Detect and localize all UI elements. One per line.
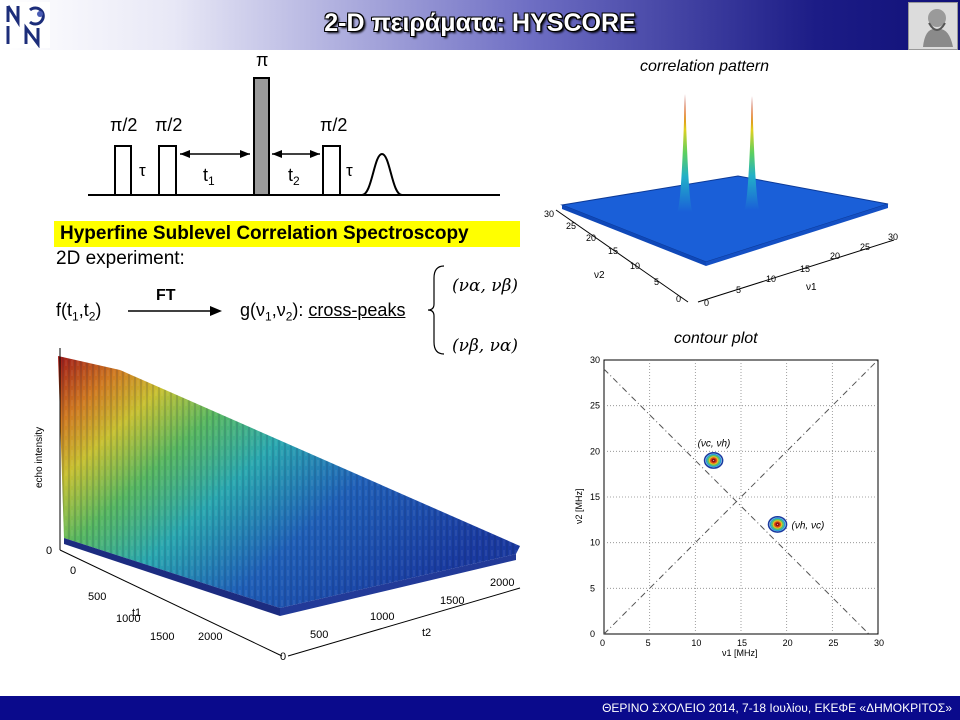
- v2-axis-label: ν2: [594, 270, 605, 281]
- peak2-label: (νh, νc): [792, 520, 825, 531]
- spike-2: [744, 96, 760, 210]
- v1-tick-30: 30: [888, 232, 898, 242]
- v1-tick-20: 20: [830, 251, 840, 261]
- institute-logo: [4, 2, 50, 48]
- v1-tick-25: 25: [860, 242, 870, 252]
- contour-xlabel: ν1 [MHz]: [722, 648, 758, 658]
- t1-tick-1500: 1500: [150, 631, 174, 643]
- title-bar: 2-D πειράματα: HYSCORE: [0, 0, 960, 50]
- pulse-1: [114, 145, 132, 196]
- contour-xtick-5: 5: [646, 638, 651, 648]
- contour-xtick-20: 20: [783, 638, 793, 648]
- echo-signal: [361, 152, 403, 196]
- t2-tick-2000: 2000: [490, 577, 514, 589]
- v1-tick-15: 15: [800, 264, 810, 274]
- v2-tick-0: 0: [676, 294, 681, 304]
- v1-tick-5: 5: [736, 285, 741, 295]
- contour-ytick-10: 10: [590, 538, 600, 548]
- contour-ytick-20: 20: [590, 446, 600, 456]
- t2-tick-1500: 1500: [440, 595, 464, 607]
- contour-plot: 00 5 5 10 10 15 15 20 20 25 25 30 30 ν1 [MHz] ν2 [MH…: [574, 355, 884, 658]
- heading-highlight: [54, 221, 520, 247]
- pulse-4: [322, 145, 341, 196]
- contour-title: contour plot: [674, 330, 758, 347]
- t2-tick-500: 500: [310, 629, 328, 641]
- spike-1: [677, 94, 693, 212]
- contour-ylabel: ν2 [MHz]: [574, 488, 584, 524]
- pulse-label-2: π/2: [155, 115, 182, 135]
- slide-title: 2-D πειράματα: HYSCORE: [324, 9, 636, 37]
- t2-tick-0: 0: [280, 651, 286, 663]
- experiment-label: 2D experiment:: [56, 248, 185, 269]
- t1-tick-1000: 1000: [116, 613, 140, 625]
- pi-pulse: [253, 77, 270, 196]
- t1-tick-0: 0: [70, 565, 76, 577]
- contour-ytick-15: 15: [590, 492, 600, 502]
- pulse-label-3: π: [256, 50, 268, 70]
- f-expression: f(t1,t2): [56, 300, 102, 324]
- v2-tick-10: 10: [630, 261, 640, 271]
- contour-diagonal-2: [603, 368, 870, 635]
- pulse-label-1: π/2: [110, 115, 137, 135]
- v2-tick-25: 25: [566, 221, 576, 231]
- cross-peaks-label: cross-peaks: [308, 300, 406, 320]
- contour-xtick-0: 0: [600, 638, 605, 648]
- peaks-brace: [427, 265, 445, 355]
- t1-tick-2000: 2000: [198, 631, 222, 643]
- footer-bar: ΘΕΡΙΝΟ ΣΧΟΛΕΙΟ 2014, 7-18 Ιουλίου, ΕΚΕΦΕ…: [0, 696, 960, 720]
- contour-xtick-10: 10: [691, 638, 701, 648]
- v1-tick-0: 0: [704, 298, 709, 308]
- contour-ytick-25: 25: [590, 401, 600, 411]
- peak-top-label: (να, νβ): [452, 276, 519, 296]
- v2-tick-5: 5: [654, 277, 659, 287]
- contour-ytick-5: 5: [590, 583, 595, 593]
- g-expression: g(ν1,ν2): cross-peaks: [240, 300, 406, 324]
- footer-text: ΘΕΡΙΝΟ ΣΧΟΛΕΙΟ 2014, 7-18 Ιουλίου, ΕΚΕΦΕ…: [602, 701, 952, 715]
- t2-axis-label: t2: [422, 627, 431, 639]
- contour-xtick-15: 15: [737, 638, 747, 648]
- pulse-2: [158, 145, 177, 196]
- v1-tick-10: 10: [766, 274, 776, 284]
- correlation-3d-plot: 0 5 10 15 20 25 30 0 5 10 15 20 25 30 ν2…: [544, 94, 898, 308]
- echo-3d-plot: 0 echo intensity 0 500 1000 1500 2000 t1…: [34, 348, 521, 663]
- peak1-label: (νc, νh): [698, 438, 731, 449]
- contour-ytick-0: 0: [590, 629, 595, 639]
- contour-xtick-25: 25: [828, 638, 838, 648]
- v2-tick-20: 20: [586, 233, 596, 243]
- v2-tick-30: 30: [544, 209, 554, 219]
- t1-axis-label: t1: [132, 607, 141, 619]
- tau-label-2: τ: [346, 161, 353, 180]
- contour-xtick-30: 30: [874, 638, 884, 648]
- demokritos-logo: [908, 2, 958, 50]
- ft-label: FT: [156, 287, 176, 304]
- contour-peak-1: [703, 452, 724, 469]
- peak-bottom-label: (νβ, να): [452, 336, 519, 356]
- t1-label: t1: [203, 165, 215, 188]
- v1-axis-label: ν1: [806, 282, 817, 293]
- correlation-title: correlation pattern: [640, 58, 769, 75]
- t2-label: t2: [288, 165, 300, 188]
- t2-tick-1000: 1000: [370, 611, 394, 623]
- pulse-sequence-diagram: π/2 π/2 π π/2 τ τ t1 t2: [88, 50, 500, 196]
- contour-ytick-30: 30: [590, 355, 600, 365]
- echo-z-zero: 0: [46, 545, 52, 557]
- tau-label-1: τ: [139, 161, 146, 180]
- echo-zlabel: echo intensity: [34, 427, 45, 488]
- contour-peak-2: [767, 515, 788, 533]
- v2-tick-15: 15: [608, 246, 618, 256]
- ft-arrow: [128, 306, 222, 316]
- pulse-label-4: π/2: [320, 115, 347, 135]
- t1-tick-500: 500: [88, 591, 106, 603]
- heading-text: Hyperfine Sublevel Correlation Spectrosc…: [60, 223, 469, 244]
